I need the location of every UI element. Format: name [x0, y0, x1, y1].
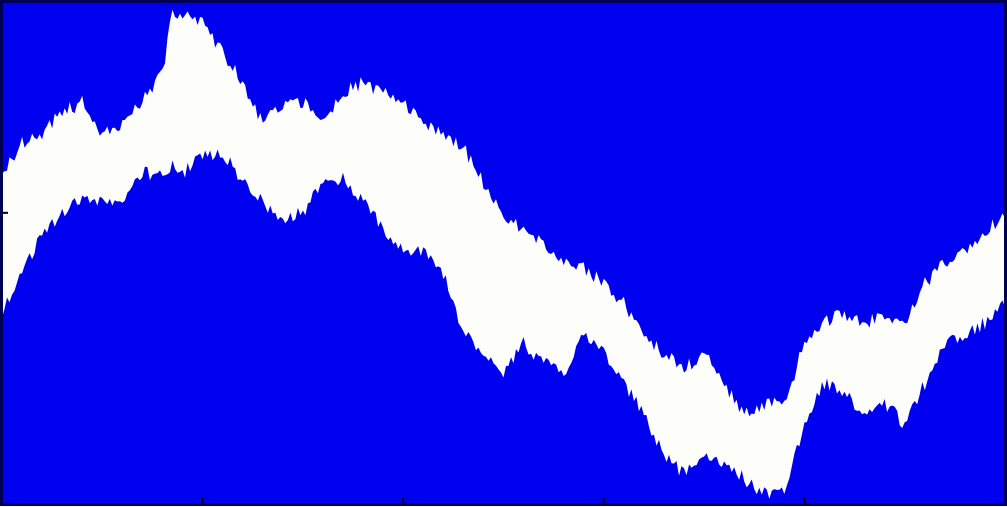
band-layer — [2, 9, 1005, 499]
band-area-0 — [2, 9, 1005, 499]
